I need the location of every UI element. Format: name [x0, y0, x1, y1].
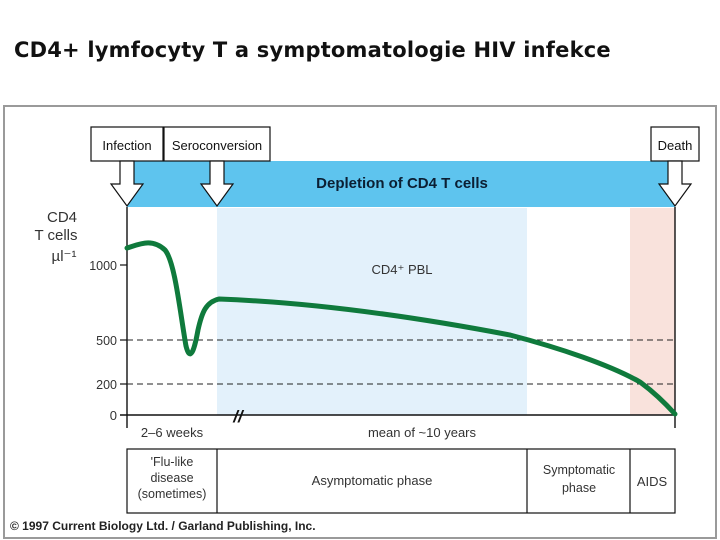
y-axis-label-line2: T cells: [34, 227, 77, 244]
infection-arrow-icon: [109, 160, 145, 208]
infection-label: Infection: [102, 138, 151, 153]
tick-label-1000: 1000: [89, 259, 117, 273]
axis-break-mark: //: [232, 407, 245, 426]
y-axis-label-line3: µl⁻¹: [52, 248, 77, 265]
tick-label-500: 500: [96, 334, 117, 348]
tick-label-0: 0: [110, 408, 117, 423]
death-box: [650, 126, 700, 162]
phase-aids: AIDS: [637, 474, 668, 489]
phase-symptomatic-line2: phase: [562, 481, 596, 495]
time-label-early: 2–6 weeks: [141, 425, 204, 440]
time-label-late: mean of ~10 years: [368, 425, 477, 440]
phase-table: [126, 448, 676, 514]
copyright-notice: © 1997 Current Biology Ltd. / Garland Pu…: [10, 519, 316, 533]
phase-symptomatic-line1: Symptomatic: [543, 463, 615, 477]
death-label: Death: [658, 138, 693, 153]
phase-asymptomatic: Asymptomatic phase: [312, 473, 433, 488]
death-arrow-icon: [657, 160, 693, 208]
y-axis-label-line1: CD4: [47, 209, 77, 226]
infection-box: [90, 126, 164, 162]
cd4-count-curve: [124, 240, 678, 417]
banner-label: Depletion of CD4 T cells: [316, 175, 488, 192]
seroconversion-label: Seroconversion: [172, 138, 262, 153]
phase-flu-line1: 'Flu-like: [151, 455, 194, 469]
cd4-pbl-label: CD4⁺ PBL: [371, 262, 432, 277]
tick-label-200: 200: [96, 378, 117, 392]
seroconversion-arrow-icon: [199, 160, 235, 208]
phase-flu-line2: disease: [150, 471, 193, 485]
slide-title: CD4+ lymfocyty T a symptomatologie HIV i…: [14, 38, 611, 62]
phase-flu-line3: (sometimes): [138, 487, 207, 501]
